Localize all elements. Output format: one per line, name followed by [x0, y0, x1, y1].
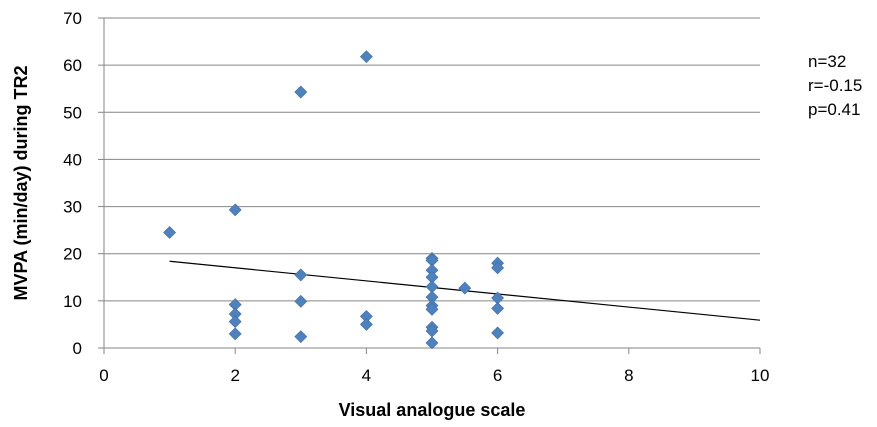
- x-axis-title: Visual analogue scale: [339, 400, 526, 420]
- data-point: [491, 326, 505, 340]
- data-point: [491, 261, 505, 275]
- stats-annotation: n=32 r=-0.15 p=0.41: [808, 50, 862, 122]
- annotation-p: p=0.41: [808, 100, 861, 119]
- y-tick-label: 40: [63, 150, 82, 169]
- x-tick-label: 4: [362, 366, 371, 385]
- data-point: [228, 327, 242, 341]
- data-point: [294, 294, 308, 308]
- x-tick-label: 8: [624, 366, 633, 385]
- data-point: [359, 318, 373, 331]
- y-tick-label: 60: [63, 56, 82, 75]
- annotation-n: n=32: [808, 52, 847, 71]
- data-point: [491, 301, 505, 315]
- x-tick-label: 0: [99, 366, 108, 385]
- y-tick-label: 10: [63, 292, 82, 311]
- gridlines: [104, 17, 760, 302]
- x-tick-label: 10: [751, 366, 770, 385]
- x-tick-label: 2: [230, 366, 239, 385]
- y-tick-label: 70: [63, 9, 82, 28]
- data-point: [228, 203, 242, 217]
- data-point: [294, 330, 308, 344]
- data-point: [458, 281, 472, 295]
- data-points: [163, 50, 505, 350]
- y-axis-ticks: 0 10 20 30 40 50 60 70: [63, 9, 104, 358]
- x-axis-ticks: 0 2 4 6 8 10: [99, 348, 769, 385]
- data-point: [228, 315, 242, 329]
- data-point: [294, 85, 308, 99]
- y-tick-label: 0: [73, 339, 82, 358]
- x-tick-label: 6: [493, 366, 502, 385]
- y-tick-label: 30: [63, 198, 82, 217]
- data-point: [425, 336, 439, 350]
- data-point: [359, 50, 373, 64]
- y-axis-title: MVPA (min/day) during TR2: [11, 65, 31, 300]
- annotation-r: r=-0.15: [808, 76, 863, 95]
- y-tick-label: 20: [63, 245, 82, 264]
- data-point: [294, 268, 308, 282]
- data-point: [425, 302, 439, 316]
- data-point: [163, 226, 177, 239]
- y-tick-label: 50: [63, 103, 82, 122]
